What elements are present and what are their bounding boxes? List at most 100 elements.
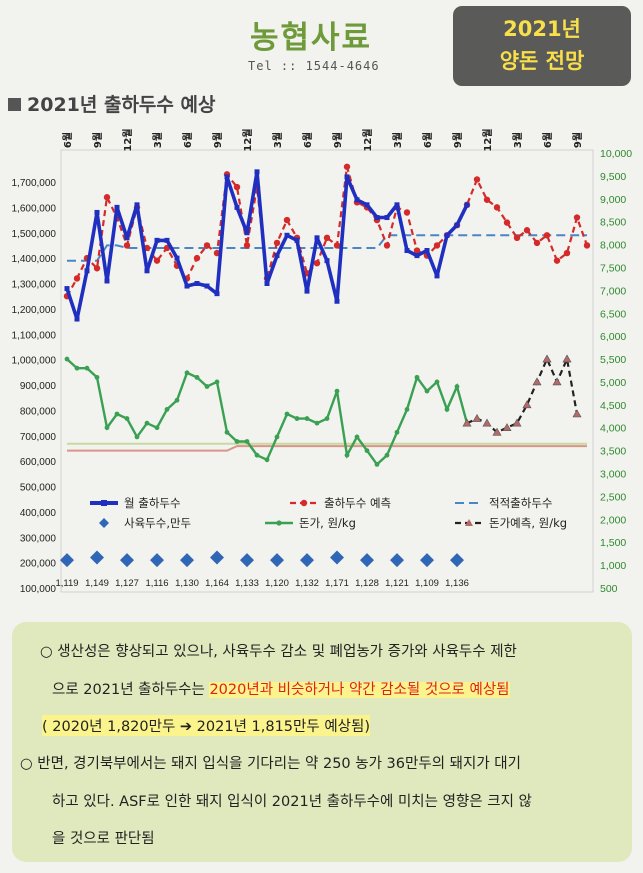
right-axis-tick-label: 10,000: [600, 148, 632, 160]
right-axis-tick-label: 5,500: [600, 354, 626, 366]
left-axis-tick-label: 300,000: [20, 533, 57, 544]
price-point: [424, 388, 430, 394]
sows-value-label: 1,171: [325, 578, 349, 589]
monthly-point: [204, 283, 210, 289]
monthly-point: [284, 232, 290, 238]
tel-number: Tel :: 1544-4646: [248, 59, 380, 73]
monthly-point: [194, 281, 200, 286]
forecast-point: [413, 247, 421, 254]
x-month-tick-label: 12월: [242, 128, 254, 151]
forecast-point: [483, 196, 491, 203]
price-point: [164, 407, 170, 412]
forecast-point: [243, 242, 251, 249]
badge-year: 2021년: [503, 17, 581, 41]
x-month-tick-label: 3월: [392, 132, 404, 148]
price-forecast-point: [502, 423, 512, 432]
legend-marker: [99, 518, 109, 528]
forecast-point: [103, 194, 111, 201]
forecast-point: [313, 260, 321, 267]
sows-value-label: 1,149: [85, 578, 109, 589]
left-axis-tick-label: 1,200,000: [12, 305, 57, 316]
right-axis-tick-label: 2,500: [600, 491, 626, 503]
x-month-tick-label: 3월: [272, 132, 284, 148]
legend-label: 돈가, 원/kg: [299, 516, 356, 530]
sows-value-label: 1,130: [175, 578, 199, 589]
price-point: [304, 416, 310, 421]
monthly-point: [134, 202, 140, 208]
left-axis-tick-label: 700,000: [20, 432, 57, 443]
forecast-point: [533, 239, 541, 247]
monthly-point: [424, 248, 430, 254]
forecast-point: [73, 275, 81, 282]
price-point: [334, 388, 340, 394]
price-point: [294, 416, 300, 421]
price-point: [384, 452, 390, 458]
sows-diamond: [330, 550, 344, 565]
sows-diamond: [300, 553, 314, 568]
forecast-point: [403, 209, 411, 216]
price-forecast-point: [492, 427, 502, 436]
note-2-line-3: 을 것으로 판단됨: [52, 831, 155, 847]
left-axis-tick-label: 1,000,000: [12, 356, 57, 367]
right-axis-tick-label: 1,500: [600, 537, 626, 549]
x-month-tick-label: 6월: [542, 132, 554, 148]
legend-label: 적적출하두수: [489, 496, 552, 510]
left-axis-tick-label: 400,000: [20, 508, 57, 519]
x-month-tick-label: 6월: [182, 132, 194, 148]
monthly-point: [294, 237, 300, 243]
legend-label: 사육두수,만두: [124, 516, 191, 530]
left-axis-tick-label: 900,000: [20, 381, 57, 392]
sows-diamond: [180, 553, 194, 568]
note-1-line-2: 으로 2021년 출하두수는 2020년과 비슷하거나 약간 감소될 것으로 예…: [52, 678, 510, 699]
reference-line: [67, 445, 587, 452]
left-axis-tick-label: 200,000: [20, 559, 57, 570]
price-point: [224, 429, 230, 435]
forecast-point: [123, 242, 131, 249]
price-point: [434, 379, 440, 385]
legend-item: 월 출하두수: [90, 496, 181, 510]
x-month-tick-label: 12월: [122, 128, 134, 151]
price-point: [284, 411, 290, 417]
forecast-point: [203, 242, 211, 249]
left-axis-tick-label: 1,400,000: [12, 254, 57, 265]
monthly-point: [324, 258, 330, 264]
price-point: [254, 452, 260, 458]
note-1-line-1: ○ 생산성은 향상되고 있으나, 사육두수 감소 및 폐업농가 증가와 사육두수…: [40, 644, 517, 660]
right-axis-tick-label: 3,000: [600, 469, 626, 481]
right-axis-tick-label: 6,500: [600, 308, 626, 320]
note-1-highlight: 2020년과 비슷하거나 약간 감소될 것으로 예상됨: [209, 682, 510, 698]
monthly-point: [344, 174, 350, 180]
price-point: [264, 457, 270, 463]
right-axis-tick-label: 7,500: [600, 262, 626, 274]
price-point: [144, 420, 150, 426]
price-point: [454, 384, 460, 389]
price-forecast-point: [522, 400, 532, 409]
monthly-point: [384, 215, 390, 221]
plot-area: [60, 149, 594, 593]
monthly-point: [364, 202, 370, 208]
forecast-point: [343, 163, 351, 170]
legend-label: 출하두수 예측: [324, 496, 391, 510]
legend-marker: [276, 520, 282, 526]
legend-item: 적적출하두수: [455, 496, 552, 510]
price-forecast-point: [572, 409, 582, 418]
forecast-point: [583, 242, 591, 249]
left-axis-tick-label: 1,700,000: [12, 178, 57, 189]
forecast-point: [513, 234, 521, 242]
forecast-point: [563, 249, 571, 257]
price-point: [354, 434, 360, 440]
price-forecast-point: [562, 354, 572, 363]
left-axis-tick-label: 1,500,000: [12, 229, 57, 240]
forecast-point: [473, 176, 481, 183]
price-point: [74, 365, 80, 371]
right-axis-tick-label: 1,000: [600, 560, 626, 572]
monthly-point: [224, 174, 230, 180]
square-bullet-icon: [8, 98, 21, 111]
note-1-line-2-lead: 으로 2021년 출하두수는: [52, 682, 210, 698]
monthly-point: [354, 197, 360, 203]
left-axis-tick-label: 800,000: [20, 406, 57, 417]
monthly-point: [414, 253, 420, 259]
monthly-point: [394, 202, 400, 208]
price-forecast-point: [542, 354, 552, 363]
forecast-point: [273, 239, 281, 247]
